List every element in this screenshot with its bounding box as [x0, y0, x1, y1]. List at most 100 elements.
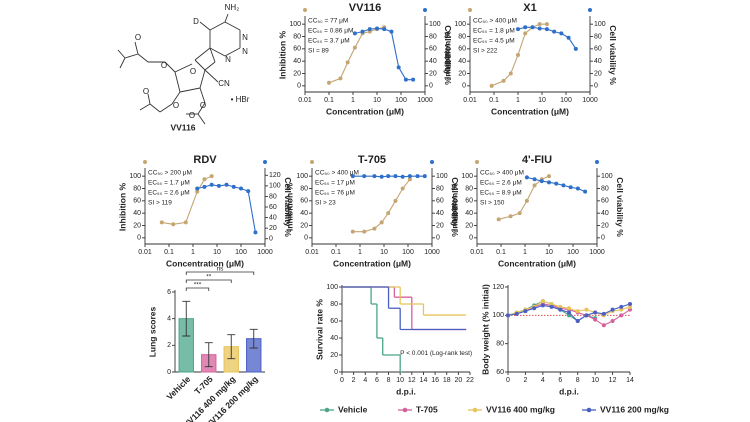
data-point	[593, 317, 598, 322]
data-point	[619, 304, 624, 309]
bond	[174, 63, 193, 73]
bond	[209, 21, 226, 31]
y2-tick-label: 80	[436, 185, 444, 192]
y2-tick-label: 40	[436, 210, 444, 217]
series-line	[328, 26, 385, 84]
data-point	[372, 226, 377, 231]
data-point	[517, 211, 522, 216]
series-symbol	[263, 160, 267, 164]
series-symbol	[588, 8, 592, 12]
y2-tick-label: 100	[436, 173, 448, 180]
x-tick-label: 1000	[589, 249, 605, 256]
y2-tick-label: 20	[269, 225, 277, 232]
x-tick-label: 2	[523, 377, 527, 384]
bond	[171, 91, 181, 105]
y-tick-label: 40	[458, 58, 466, 65]
y-tick-label: 80	[496, 341, 504, 348]
chart-title: X1	[523, 2, 536, 14]
data-point	[523, 25, 528, 30]
x-tick-label: 0.01	[305, 249, 319, 256]
y-tick-label: 2	[167, 342, 171, 349]
data-point	[575, 319, 580, 323]
y-tick-label: 20	[300, 222, 308, 229]
x-axis-label: Concentration (μM)	[333, 258, 411, 268]
y-tick-label: 80	[300, 185, 308, 192]
bond	[224, 13, 229, 23]
x-axis-label: Concentration (μM)	[166, 258, 244, 268]
bond	[204, 61, 216, 71]
x-tick-label: 1000	[424, 249, 440, 256]
y2-tick-label: 80	[601, 185, 609, 192]
data-point	[202, 177, 207, 182]
x-tick-label: 4	[541, 377, 545, 384]
data-point	[540, 299, 545, 304]
x-tick-label: 100	[395, 97, 407, 104]
bond	[124, 53, 139, 59]
y2-tick-label: 60	[594, 46, 602, 53]
chart-title: T-705	[358, 154, 386, 166]
x-tick-label: 0.01	[463, 97, 477, 104]
data-point	[159, 220, 164, 225]
data-point	[601, 311, 606, 316]
data-point	[345, 60, 350, 65]
y-tick-label: 4	[167, 316, 171, 323]
data-point	[400, 186, 405, 191]
x-tick-label: 100	[560, 97, 572, 104]
data-point	[422, 174, 427, 179]
data-point	[496, 217, 501, 222]
data-point	[575, 186, 580, 191]
bond	[197, 113, 206, 125]
data-point	[352, 45, 357, 50]
y-tick-label: 0	[469, 235, 473, 242]
y-tick-label: 100	[461, 173, 473, 180]
y-tick-label: 60	[133, 198, 141, 205]
y-tick-label: 0	[297, 83, 301, 90]
data-point	[407, 174, 412, 179]
y-tick-label: 20	[330, 352, 338, 359]
x-tick-label: 10	[373, 97, 381, 104]
stat-annotation: CC₅₀ > 400 μM	[315, 170, 359, 177]
series-symbol	[430, 160, 434, 164]
x-tick-label: 2	[352, 377, 356, 384]
data-point	[547, 180, 551, 185]
data-point	[362, 174, 367, 179]
data-point	[372, 174, 377, 179]
bond	[147, 93, 151, 105]
y2-axis-label: Cell viability %	[608, 25, 618, 85]
data-point	[524, 198, 529, 203]
data-point	[403, 77, 408, 82]
x-tick-label: 0	[340, 377, 344, 384]
significance-bracket	[185, 287, 210, 291]
y-tick-label: 100	[454, 21, 466, 28]
stat-annotation: CC₅₀ > 400 μM	[480, 170, 524, 177]
stat-annotation: EC₅₀ = 1.8 μM	[473, 28, 515, 35]
y2-tick-label: 60	[601, 198, 609, 205]
x-tick-label: 0.01	[298, 97, 312, 104]
y-tick-label: 40	[293, 58, 301, 65]
y2-tick-label: 60	[436, 198, 444, 205]
data-point	[407, 177, 412, 182]
y-tick-label: 40	[330, 335, 338, 342]
data-point	[393, 198, 398, 203]
bond	[179, 87, 201, 93]
data-point	[489, 83, 494, 88]
y2-tick-label: 0	[429, 83, 433, 90]
data-point	[567, 306, 571, 311]
data-point	[231, 184, 236, 189]
x-tick-label: 0.1	[331, 249, 341, 256]
y-axis-label: Lung scores	[147, 306, 157, 357]
data-point	[601, 323, 606, 328]
data-point	[202, 184, 207, 189]
y2-tick-label: 0	[436, 235, 440, 242]
x-tick-label: 100	[567, 249, 579, 256]
x-tick-label: 1000	[582, 97, 598, 104]
atom-label: NH₂	[225, 3, 240, 12]
data-point	[554, 181, 559, 186]
data-point	[209, 174, 214, 179]
x-tick-label: 18	[443, 377, 451, 384]
data-point	[209, 182, 214, 187]
x-tick-label: 1	[358, 249, 362, 256]
legend-marker	[324, 407, 330, 413]
data-point	[516, 53, 520, 57]
x-axis-label: d.p.i.	[396, 386, 416, 396]
